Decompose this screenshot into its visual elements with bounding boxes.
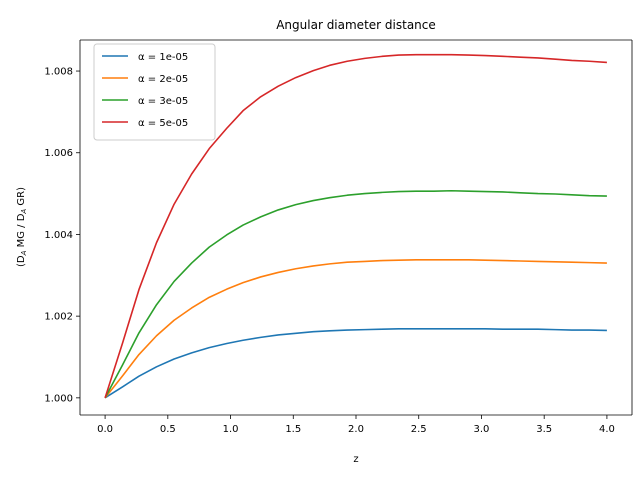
x-tick-label: 1.5 (285, 424, 301, 435)
y-tick-label: 1.006 (44, 148, 73, 159)
legend-label: α = 5e-05 (138, 118, 188, 129)
axes-frame (79, 39, 633, 416)
x-tick-label: 0.5 (160, 424, 176, 435)
series-line-1 (104, 328, 607, 399)
x-tick-label: 3.5 (536, 424, 552, 435)
x-tick-label: 1.0 (223, 424, 239, 435)
legend-box (93, 43, 216, 141)
legend-label: α = 1e-05 (138, 52, 188, 63)
legend: α = 1e-05 α = 2e-05 α = 3e-05 α = 5e-05 (93, 43, 216, 141)
series-line-4 (104, 53, 607, 399)
x-tick-label: 0.0 (97, 424, 113, 435)
series-line-3 (104, 189, 607, 399)
legend-label: α = 2e-05 (138, 74, 188, 85)
x-tick-label: 3.0 (474, 424, 490, 435)
x-tick-label: 4.0 (599, 424, 615, 435)
y-tick-label: 1.004 (44, 230, 73, 241)
x-axis-title: z (353, 454, 358, 465)
legend-label: α = 3e-05 (138, 96, 188, 107)
series-line-2 (104, 258, 607, 399)
series-lines (104, 53, 607, 399)
y-tick-label: 1.000 (44, 393, 73, 404)
y-axis-title: (DA​ MG / DA​ GR) (16, 187, 28, 267)
y-axis-ticks: 1.000 1.002 1.004 1.006 1.008 (44, 67, 80, 404)
x-tick-label: 2.0 (348, 424, 364, 435)
chart-title: Angular diameter distance (276, 18, 436, 32)
y-tick-label: 1.002 (44, 312, 73, 323)
y-tick-label: 1.008 (44, 67, 73, 78)
x-tick-label: 2.5 (411, 424, 427, 435)
x-axis-ticks: 0.0 0.5 1.0 1.5 2.0 2.5 3.0 3.5 4.0 (97, 415, 615, 435)
